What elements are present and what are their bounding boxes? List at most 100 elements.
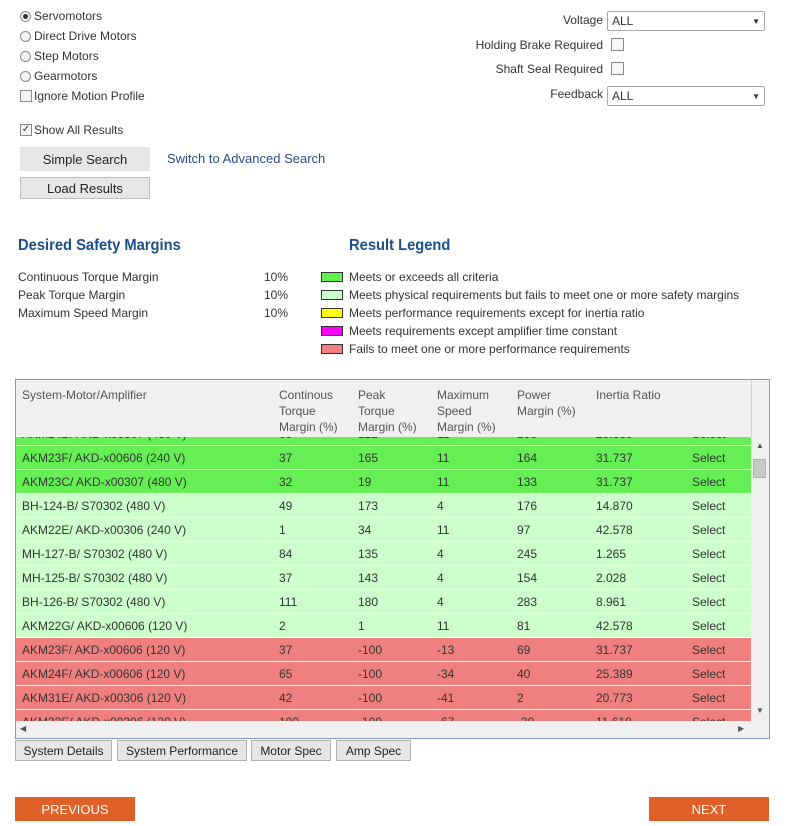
legend-row: Meets physical requirements but fails to… (321, 286, 739, 304)
select-link[interactable]: Select (692, 437, 725, 441)
ignore-motion-profile[interactable]: Ignore Motion Profile (20, 88, 145, 104)
legend-row: Meets performance requirements except fo… (321, 304, 644, 322)
cell-continuous-torque: 1 (279, 523, 286, 537)
radio-label: Gearmotors (34, 69, 98, 83)
cell-system: AKM23F/ AKD-x00606 (240 V) (22, 451, 186, 465)
cell-system: AKM24D/ AKD-x00307 (480 V) (22, 437, 187, 441)
radio-button[interactable] (20, 10, 31, 22)
select-link[interactable]: Select (692, 643, 726, 657)
radio-servomotors[interactable]: Servomotors (20, 8, 102, 24)
simple-search-button[interactable]: Simple Search (20, 147, 150, 171)
grid-body[interactable]: AKM24D/ AKD-x00307 (480 V)651221120625.3… (16, 437, 751, 721)
legend-label: Meets performance requirements except fo… (349, 306, 645, 320)
cell-inertia-ratio: 14.870 (596, 499, 633, 513)
scroll-thumb[interactable] (753, 459, 766, 478)
cell-max-speed: -67 (437, 715, 454, 721)
table-row[interactable]: AKM23F/ AKD-x00606 (120 V) 37 -100 -13 69 31.… (16, 638, 751, 662)
legend-row: Fails to meet one or more performance re… (321, 340, 630, 358)
tab-system-performance[interactable]: System Performance (117, 740, 247, 761)
scroll-down-icon[interactable]: ▼ (756, 706, 764, 715)
select-link[interactable]: Select (692, 691, 726, 705)
cell-system: AKM22G/ AKD-x00606 (120 V) (22, 619, 188, 633)
cell-continuous-torque: 49 (279, 499, 293, 513)
cell-max-speed: -13 (437, 643, 455, 657)
table-row[interactable]: BH-126-B/ S70302 (480 V) 111 180 4 283 8.961 S… (16, 590, 751, 614)
radio-direct-drive-motors[interactable]: Direct Drive Motors (20, 28, 137, 44)
radio-label: Step Motors (34, 49, 99, 63)
table-row[interactable]: BH-124-B/ S70302 (480 V) 49 173 4 176 14.870 S… (16, 494, 751, 518)
legend-swatch (321, 290, 343, 300)
horizontal-scrollbar[interactable]: ◀ ▶ (16, 721, 751, 738)
previous-button[interactable]: PREVIOUS (15, 797, 135, 821)
table-row[interactable]: AKM22G/ AKD-x00606 (120 V) 2 1 11 81 42.578 Se… (16, 614, 751, 638)
scroll-right-icon[interactable]: ▶ (738, 724, 745, 733)
cell-peak-torque: 143 (358, 571, 379, 585)
feedback-select[interactable]: ALL ▼ (607, 86, 765, 106)
results-grid[interactable]: System-Motor/Amplifier Continous Torque … (15, 379, 770, 739)
shaft-seal-checkbox[interactable] (611, 62, 624, 75)
cell-max-speed: -34 (437, 667, 455, 681)
vertical-scrollbar[interactable]: ▲ ▼ (751, 437, 769, 721)
header-inertia-ratio: Inertia Ratio (596, 388, 661, 402)
cell-max-speed: 4 (437, 547, 444, 561)
radio-label: Direct Drive Motors (34, 29, 137, 43)
legend-label: Meets or exceeds all criteria (349, 270, 499, 284)
select-link[interactable]: Select (692, 715, 725, 721)
select-link[interactable]: Select (692, 499, 726, 513)
scroll-up-icon[interactable]: ▲ (756, 441, 764, 450)
radio-button[interactable] (20, 50, 31, 62)
cell-power-margin: 245 (517, 547, 538, 561)
cell-inertia-ratio: 31.737 (596, 475, 633, 489)
margin-row: Maximum Speed Margin 10% (18, 304, 288, 322)
cell-system: AKM32E/ AKD-x00306 (120 V) (22, 715, 186, 721)
header-line: Maximum (437, 388, 490, 402)
tab-motor-spec[interactable]: Motor Spec (251, 740, 331, 761)
radio-step-motors[interactable]: Step Motors (20, 48, 99, 64)
advanced-search-link[interactable]: Switch to Advanced Search (167, 151, 326, 166)
cell-max-speed: -41 (437, 691, 455, 705)
cell-max-speed: 11 (437, 619, 450, 633)
select-link[interactable]: Select (692, 523, 726, 537)
cell-inertia-ratio: 20.773 (596, 691, 633, 705)
select-link[interactable]: Select (692, 619, 726, 633)
header-line: Torque (279, 404, 316, 418)
voltage-select[interactable]: ALL ▼ (607, 11, 765, 31)
next-button[interactable]: NEXT (649, 797, 769, 821)
table-row[interactable]: MH-127-B/ S70302 (480 V) 84 135 4 245 1.265 Se… (16, 542, 751, 566)
header-line: Power (517, 388, 552, 402)
cell-power-margin: 164 (517, 451, 538, 465)
show-all-results-checkbox[interactable]: ✓ (20, 124, 32, 136)
select-link[interactable]: Select (692, 475, 726, 489)
holding-brake-checkbox[interactable] (611, 38, 624, 51)
tab-amp-spec[interactable]: Amp Spec (336, 740, 411, 761)
table-row[interactable]: MH-125-B/ S70302 (480 V) 37 143 4 154 2.028 Se… (16, 566, 751, 590)
feedback-label: Feedback (550, 87, 603, 101)
radio-gearmotors[interactable]: Gearmotors (20, 68, 97, 84)
ignore-motion-profile-checkbox[interactable] (20, 90, 32, 102)
table-row[interactable]: AKM32E/ AKD-x00306 (120 V) 100 -100 -67 -30 1… (16, 710, 751, 721)
scroll-left-icon[interactable]: ◀ (20, 724, 27, 733)
select-link[interactable]: Select (692, 547, 726, 561)
table-row[interactable]: AKM31E/ AKD-x00306 (120 V) 42 -100 -41 2 20.7… (16, 686, 751, 710)
load-results-button[interactable]: Load Results (20, 177, 150, 199)
margin-row: Continuous Torque Margin 10% (18, 268, 288, 286)
table-row[interactable]: AKM24F/ AKD-x00606 (120 V) 65 -100 -34 40 25.… (16, 662, 751, 686)
ignore-motion-profile-label: Ignore Motion Profile (34, 89, 145, 103)
cell-peak-torque: -100 (358, 691, 383, 705)
table-row[interactable]: AKM24D/ AKD-x00307 (480 V) 65 122 11 206 25.3… (16, 437, 751, 446)
table-row[interactable]: AKM23C/ AKD-x00307 (480 V) 32 19 11 133 31.73… (16, 470, 751, 494)
tab-system-details[interactable]: System Details (15, 740, 112, 761)
radio-button[interactable] (20, 70, 31, 82)
cell-peak-torque: -100 (358, 643, 383, 657)
cell-peak-torque: 1 (358, 619, 365, 633)
radio-button[interactable] (20, 30, 31, 42)
table-row[interactable]: AKM22E/ AKD-x00306 (240 V) 1 34 11 97 42.578 S… (16, 518, 751, 542)
select-link[interactable]: Select (692, 595, 726, 609)
select-link[interactable]: Select (692, 667, 726, 681)
table-row[interactable]: AKM23F/ AKD-x00606 (240 V) 37 165 11 164 31.7… (16, 446, 751, 470)
cell-inertia-ratio: 42.578 (596, 619, 633, 633)
show-all-results[interactable]: ✓ Show All Results (20, 122, 123, 138)
select-link[interactable]: Select (692, 451, 726, 465)
select-link[interactable]: Select (692, 571, 726, 585)
cell-system: AKM23C/ AKD-x00307 (480 V) (22, 475, 187, 489)
